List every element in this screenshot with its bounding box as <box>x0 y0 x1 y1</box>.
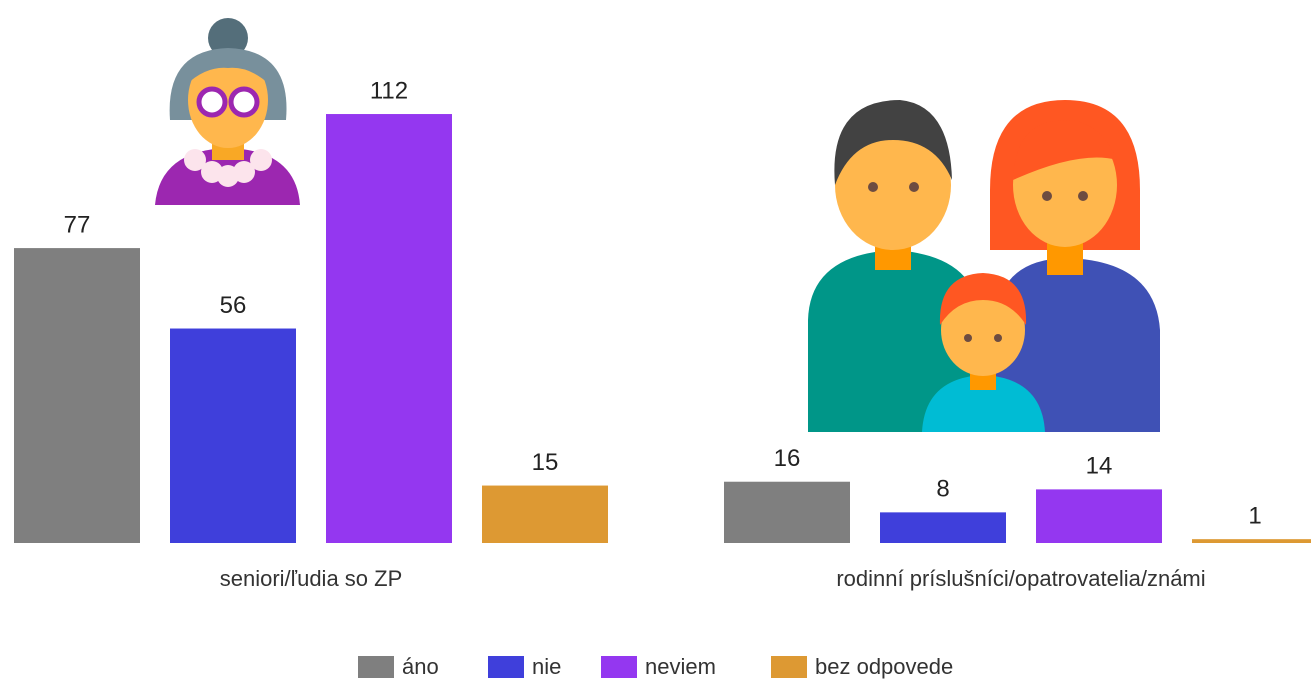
legend-label: nie <box>532 654 561 679</box>
bar <box>170 328 296 543</box>
value-label: 15 <box>532 449 559 476</box>
value-label: 14 <box>1086 453 1113 480</box>
legend-label: bez odpovede <box>815 654 953 679</box>
senior-icon <box>155 18 300 205</box>
family-icon <box>808 100 1160 432</box>
bar <box>482 485 608 543</box>
bar <box>1192 539 1311 543</box>
legend-swatch <box>358 656 394 678</box>
bar <box>326 114 452 543</box>
value-label: 8 <box>936 476 949 503</box>
category-label: rodinní príslušníci/opatrovatelia/známi <box>836 566 1205 591</box>
value-label: 112 <box>370 77 408 104</box>
value-label: 77 <box>64 211 91 238</box>
bar <box>724 481 850 543</box>
legend-label: neviem <box>645 654 716 679</box>
legend-label: áno <box>402 654 439 679</box>
legend-swatch <box>488 656 524 678</box>
value-label: 56 <box>220 292 247 319</box>
bar <box>880 512 1006 543</box>
bar <box>14 248 140 543</box>
value-label: 16 <box>774 445 801 472</box>
legend-swatch <box>601 656 637 678</box>
category-label: seniori/ľudia so ZP <box>220 566 403 591</box>
legend-swatch <box>771 656 807 678</box>
value-label: 1 <box>1248 503 1261 530</box>
bar <box>1036 489 1162 543</box>
